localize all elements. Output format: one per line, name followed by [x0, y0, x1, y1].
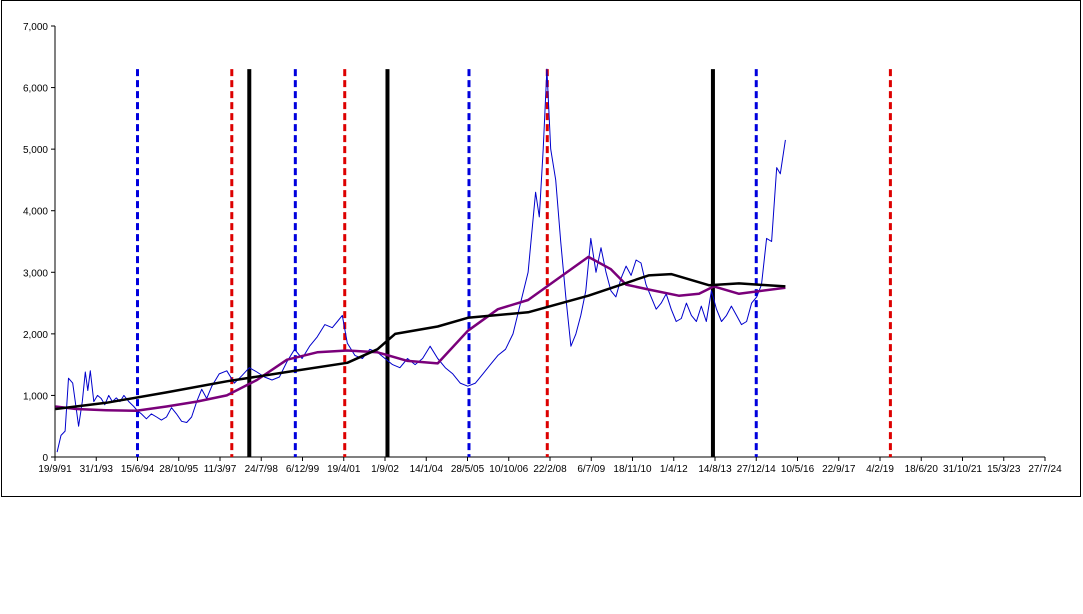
x-axis: 19/9/91 31/1/93 15/6/94 28/10/95 11/3/97 24/7…	[38, 456, 1062, 475]
x-tick-label: 28/5/05	[451, 464, 485, 475]
x-tick-label: 10/10/06	[489, 464, 528, 475]
series-line-2	[55, 255, 786, 413]
x-tick-label: 11/3/97	[204, 464, 237, 475]
series-line-3	[55, 272, 786, 411]
series-line-1	[56, 68, 786, 453]
x-tick-label: 19/4/01	[327, 464, 361, 475]
x-tick-label: 15/3/23	[987, 464, 1021, 475]
x-tick-label: 6/7/09	[577, 464, 605, 475]
x-tick-label: 27/12/14	[737, 464, 776, 475]
y-tick-label: 0	[42, 453, 48, 464]
chart-frame	[1, 0, 1081, 497]
x-tick-label: 28/10/95	[159, 464, 198, 475]
y-tick-label: 1,000	[23, 391, 48, 402]
x-tick-label: 24/7/98	[245, 464, 279, 475]
y-tick-label: 6,000	[23, 84, 48, 95]
y-tick-label: 2,000	[23, 330, 48, 341]
y-tick-label: 7,000	[23, 22, 48, 33]
x-tick-label: 31/1/93	[80, 464, 114, 475]
x-tick-label: 14/1/04	[410, 464, 444, 475]
x-tick-label: 15/6/94	[121, 464, 155, 475]
y-tick-label: 3,000	[23, 268, 48, 279]
y-axis: 0 1,000 2,000 3,000 4,000 5,000 6,000 7,000	[23, 22, 56, 464]
data-series	[55, 68, 786, 453]
x-tick-label: 1/4/12	[660, 464, 688, 475]
x-tick-label: 4/2/19	[866, 464, 894, 475]
y-tick-label: 4,000	[23, 207, 48, 218]
x-tick-label: 31/10/21	[943, 464, 982, 475]
x-tick-label: 18/11/10	[613, 464, 652, 475]
x-tick-label: 6/12/99	[286, 464, 320, 475]
y-tick-label: 5,000	[23, 145, 48, 156]
x-tick-label: 18/6/20	[905, 464, 939, 475]
event-lines	[136, 69, 892, 457]
x-tick-label: 22/2/08	[533, 464, 567, 475]
x-tick-label: 22/9/17	[822, 464, 856, 475]
x-tick-label: 19/9/91	[38, 464, 72, 475]
x-tick-label: 1/9/02	[371, 464, 399, 475]
x-tick-label: 10/5/16	[781, 464, 815, 475]
x-tick-label: 27/7/24	[1028, 464, 1062, 475]
x-tick-label: 14/8/13	[698, 464, 732, 475]
